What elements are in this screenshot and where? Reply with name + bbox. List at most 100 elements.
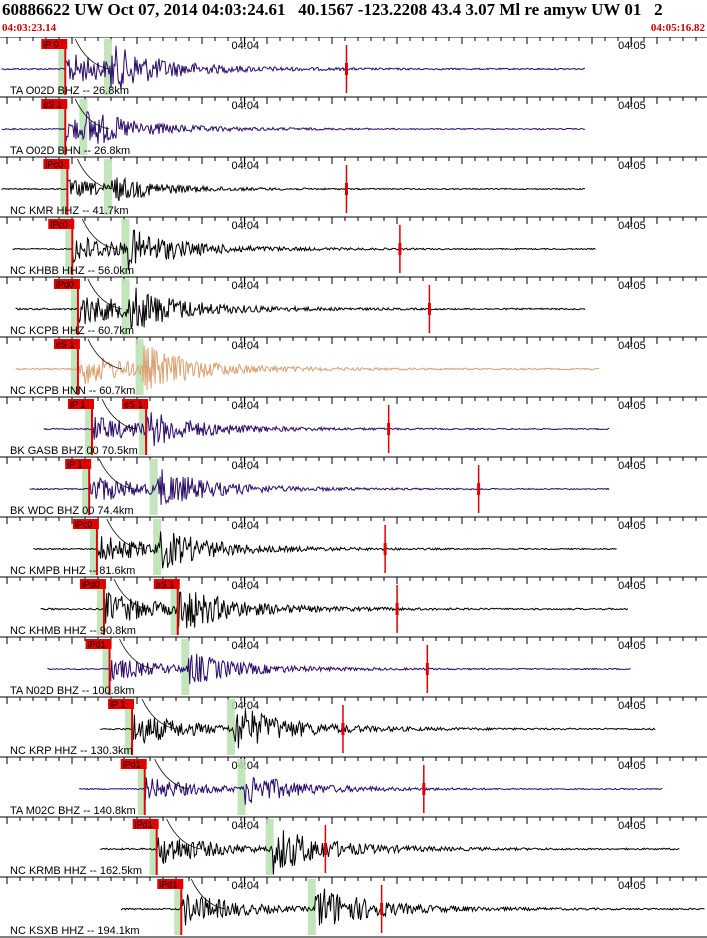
phase-pick-label: eS 1 [156,580,175,590]
travel-time-curve [190,878,226,910]
coda-marker-box [477,483,481,495]
station-label: TA O02D BHN -- 26.8km [10,145,130,157]
station-label: NC KMPB HHZ -- 81.6km [10,565,135,577]
station-label: NC KMR HHZ -- 41.7km [10,205,129,217]
minute-tick-label: 04:05 [618,580,646,592]
phase-window [79,99,88,155]
station-label: NC KHMB HHZ -- 90.8km [10,625,136,637]
event-header: 60886622 UW Oct 07, 2014 04:03:24.61 40.… [0,0,707,37]
station-label: BK GASB BHZ 00 70.5km [10,445,138,457]
waveform-trace [29,469,610,505]
station-label: TA N02D BHZ -- 100.8km [10,685,135,697]
minute-tick-label: 04:05 [618,460,646,472]
phase-pick-flag [67,399,94,409]
minute-tick-label: 04:04 [232,520,260,532]
minute-tick-label: 04:05 [618,40,646,52]
trace-panel: 04:04 04:05 iPc0 NC KHBB HHZ -- 56.0km [0,216,707,277]
phase-pick-flag [48,219,75,229]
coda-marker-box [383,543,387,555]
waveform-trace [47,653,631,685]
waveform-trace [1,176,586,201]
coda-marker-box [323,843,327,855]
trace-panel: 04:04 04:05 iP 1 BK WDC BHZ 00 74.4km [0,456,707,517]
phase-window [135,339,144,395]
phase-window [103,159,112,215]
coda-marker-box [341,723,345,735]
minute-tick-label: 04:05 [618,100,646,112]
phase-window [174,879,181,935]
minute-tick-label: 04:05 [618,280,646,292]
phase-pick-label: iPd1 [88,640,106,650]
station-label: NC KHBB HHZ -- 56.0km [10,265,134,277]
minute-tick-label: 04:05 [618,760,646,772]
phase-pick-label: iPd0 [56,280,74,290]
phase-window [102,639,109,695]
coda-marker-box [422,783,426,795]
travel-time-curve [141,698,177,730]
phase-pick-flag [53,339,80,349]
minute-tick-label: 04:05 [618,640,646,652]
travel-time-curve [74,38,110,70]
phase-pick-label: iPc0 [45,160,63,170]
minute-tick-label: 04:05 [618,220,646,232]
travel-time-curve [98,458,134,490]
station-label: NC KRP HHZ -- 130.3km [10,745,133,757]
minute-tick-label: 04:04 [232,820,260,832]
phase-pick-label: iPc0 [50,220,68,230]
travel-time-curve [119,638,154,670]
waveform-trace [99,830,680,875]
phase-window [125,699,132,755]
minute-tick-label: 04:05 [618,880,646,892]
travel-time-curve [81,218,117,250]
phase-pick-label: iP 1 [110,700,125,710]
trace-panel: 04:04 04:05 iPc0 NC KMPB HHZ -- 81.6km [0,516,707,577]
minute-tick-label: 04:04 [232,880,260,892]
trace-panel: 04:04 04:05 iPd1 TA N02D BHZ -- 100.8km [0,636,707,697]
phase-pick-flag [108,699,135,709]
phase-window [121,219,130,275]
minute-tick-label: 04:05 [618,400,646,412]
phase-pick-label: iPc0 [75,520,93,530]
waveform-trace [43,412,610,450]
phase-pick-label: iPd1 [159,880,177,890]
coda-marker-box [395,603,399,615]
minute-tick-label: 04:05 [618,520,646,532]
phase-window [170,579,179,635]
minute-tick-label: 04:04 [232,340,260,352]
phase-pick-flag [132,819,159,829]
trace-panel: 04:04 04:05 iPc0 NC KMR HHZ -- 41.7km [0,156,707,217]
phase-pick-flag [53,279,80,289]
phase-pick-flag [72,519,99,529]
phase-pick-label: iP 0 [43,40,58,50]
coda-marker-box [398,243,402,255]
station-label: NC KCPB HHZ -- 60.7km [10,325,134,337]
travel-time-curve [166,818,201,850]
minute-tick-label: 04:04 [232,160,260,172]
event-title: 60886622 UW Oct 07, 2014 04:03:24.61 40.… [2,0,663,19]
phase-window [58,99,65,155]
minute-tick-label: 04:04 [232,40,260,52]
station-label: NC KRMB HHZ -- 162.5km [10,865,142,877]
trace-panel: 04:04 04:05 iPd0 NC KCPB HHZ -- 60.7km [0,276,707,337]
travel-time-curve [87,278,122,310]
minute-tick-label: 04:04 [232,400,260,412]
minute-tick-label: 04:04 [232,580,260,592]
phase-window [307,879,316,935]
phase-pick-label: eS 1 [124,400,143,410]
waveform-trace [99,709,656,749]
minute-tick-label: 04:05 [618,820,646,832]
phase-window [137,759,144,815]
phase-pick-label: iPd0 [82,580,100,590]
station-label: NC KCPB HNN -- 60.7km [10,385,135,397]
travel-time-curve [77,158,112,190]
waveform-trace [15,345,600,391]
trace-panel: 04:04 04:05 iP 0 TA O02D BHZ -- 26.8km [0,37,707,97]
minute-tick-label: 04:04 [232,280,260,292]
phase-pick-flag [79,579,106,589]
waveform-trace [78,776,663,805]
station-label: NC KSXB HHZ -- 194.1km [10,925,140,937]
waveform-trace [1,111,586,144]
phase-window [149,819,156,875]
phase-pick-flag [65,459,92,469]
